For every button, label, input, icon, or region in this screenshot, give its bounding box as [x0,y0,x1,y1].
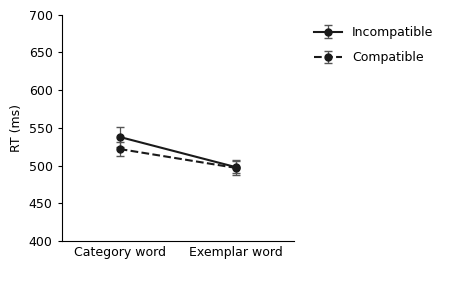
Y-axis label: RT (ms): RT (ms) [10,104,23,152]
Legend: Incompatible, Compatible: Incompatible, Compatible [310,21,438,69]
